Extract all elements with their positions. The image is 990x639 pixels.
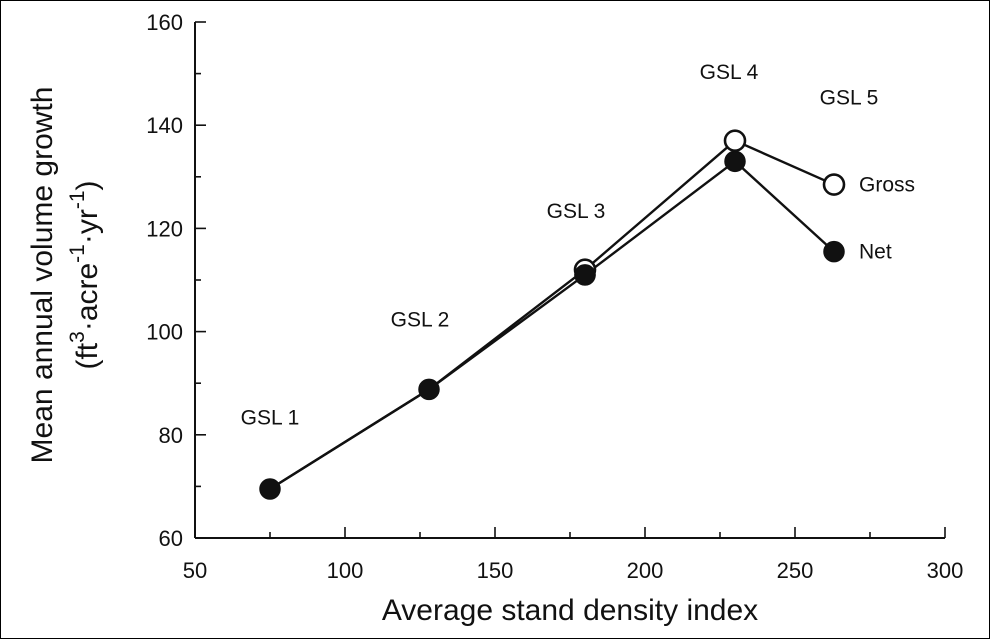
x-tick-label: 150 — [477, 558, 514, 583]
y-tick-label: 140 — [146, 113, 183, 138]
gsl-annotation: GSL 4 — [700, 61, 759, 84]
y-tick-label: 160 — [146, 10, 183, 35]
y-tick-label: 120 — [146, 216, 183, 241]
x-tick-label: 200 — [627, 558, 664, 583]
gsl-annotation: GSL 1 — [241, 406, 300, 429]
gsl-annotation: GSL 3 — [547, 200, 606, 223]
x-tick-label: 50 — [183, 558, 207, 583]
point-gross — [723, 129, 747, 152]
y-tick-label: 100 — [146, 320, 183, 345]
x-axis-title: Average stand density index — [382, 594, 758, 627]
point-gross — [822, 173, 846, 196]
series-lines — [269, 139, 835, 490]
point-net — [574, 264, 596, 286]
series-label-net: Net — [859, 241, 892, 264]
ticks: 50 100 150 200 250 300 60 80 100 120 140 160 — [146, 10, 963, 583]
x-tick-label: 250 — [777, 558, 814, 583]
y-axis-title: Mean annual volume growth — [26, 87, 59, 464]
point-net — [823, 240, 845, 263]
point-net — [724, 150, 746, 173]
x-tick-label: 300 — [927, 558, 964, 583]
series-label-gross: Gross — [859, 174, 915, 197]
gsl-annotation: GSL 2 — [391, 308, 450, 331]
x-tick-label: 100 — [327, 558, 364, 583]
gsl-annotation: GSL 5 — [820, 87, 879, 110]
y-tick-label: 60 — [159, 526, 183, 551]
series-markers — [259, 129, 846, 500]
y-tick-label: 80 — [159, 423, 183, 448]
annotations: Gross Net GSL 1 GSL 2 GSL 3 GSL 4 GSL 5 — [241, 61, 915, 430]
point-net — [259, 478, 281, 500]
point-net — [418, 378, 440, 401]
y-axis-units: (ft3·acre-1·yr-1) — [66, 180, 104, 369]
